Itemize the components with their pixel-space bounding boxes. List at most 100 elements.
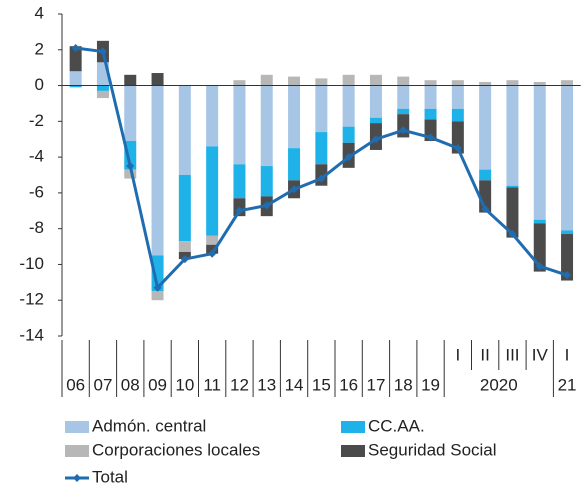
- x-group-label: 07: [93, 375, 112, 394]
- bar-segment: [151, 255, 164, 292]
- bar-segment: [369, 74, 382, 86]
- bar-segment: [533, 223, 546, 272]
- y-tick-label: -10: [19, 254, 44, 273]
- x-group-label: 08: [121, 375, 140, 394]
- bar-segment: [69, 85, 82, 88]
- bar-segment: [69, 46, 82, 72]
- bar-segment: [424, 80, 437, 86]
- total-marker: [535, 262, 544, 271]
- y-tick-label: -12: [19, 290, 44, 309]
- bar-segment: [533, 219, 546, 224]
- bar-segment: [342, 126, 355, 143]
- bar-segment: [561, 85, 574, 231]
- legend-label: Corporaciones locales: [92, 440, 260, 459]
- total-marker: [98, 47, 107, 56]
- x-group-label: 12: [230, 375, 249, 394]
- bar-segment: [260, 166, 273, 197]
- legend-label: CC.AA.: [368, 416, 425, 435]
- x-group-label: 2020: [480, 375, 518, 394]
- x-group-label: 14: [285, 375, 304, 394]
- legend-label: Total: [92, 467, 128, 486]
- bar-segment: [506, 80, 519, 86]
- x-tick-label: II: [480, 345, 489, 364]
- bar-segment: [96, 90, 109, 99]
- bar-segment: [533, 81, 546, 86]
- total-marker: [563, 271, 572, 280]
- bar-segment: [479, 85, 492, 170]
- bar-segment: [506, 185, 519, 188]
- legend-label: Admón. central: [92, 416, 206, 435]
- bar-segment: [561, 234, 574, 281]
- bar-segment: [288, 85, 301, 149]
- y-tick-label: -14: [19, 325, 44, 344]
- total-marker: [208, 249, 217, 258]
- legend-swatch: [65, 421, 89, 433]
- total-marker: [290, 185, 299, 194]
- y-tick-label: -2: [29, 111, 44, 130]
- bar-segment: [315, 78, 328, 86]
- x-tick-label: I: [455, 345, 460, 364]
- legend-label: Seguridad Social: [368, 440, 497, 459]
- total-marker: [426, 133, 435, 142]
- bar-segment: [151, 291, 164, 301]
- legend-swatch: [341, 445, 365, 457]
- x-group-label: 15: [312, 375, 331, 394]
- bar-segment: [561, 230, 574, 235]
- y-tick-label: -4: [29, 147, 44, 166]
- total-marker: [453, 144, 462, 153]
- bar-segment: [124, 85, 137, 142]
- bar-segment: [178, 241, 191, 252]
- total-marker: [508, 230, 517, 239]
- total-marker: [399, 126, 408, 135]
- x-group-label: 11: [203, 375, 221, 394]
- x-group-label: 18: [394, 375, 413, 394]
- bar-segment: [260, 74, 273, 86]
- bar-segment: [315, 132, 328, 165]
- bar-segment: [233, 85, 246, 165]
- total-marker: [126, 162, 135, 171]
- bar-segment: [206, 146, 219, 236]
- bar-segment: [561, 80, 574, 86]
- total-marker: [317, 174, 326, 183]
- x-group-label: 21: [558, 375, 577, 394]
- bar-segment: [233, 80, 246, 86]
- bar-segment: [506, 85, 519, 186]
- x-group-label: 09: [148, 375, 167, 394]
- y-tick-label: 2: [35, 39, 44, 58]
- y-tick-label: -6: [29, 182, 44, 201]
- bar-segment: [342, 74, 355, 86]
- total-marker: [481, 204, 490, 213]
- total-marker: [235, 206, 244, 215]
- legend-swatch: [341, 421, 365, 433]
- bar-segment: [451, 80, 464, 86]
- total-marker: [180, 255, 189, 264]
- bar-segment: [451, 85, 464, 109]
- total-marker: [71, 43, 80, 52]
- bar-segment: [397, 108, 410, 115]
- bar-segment: [178, 85, 191, 175]
- bar-segment: [533, 85, 546, 220]
- x-tick-label: IV: [532, 345, 549, 364]
- bar-segment: [369, 85, 382, 118]
- bar-segment: [506, 187, 519, 238]
- x-tick-label: III: [505, 345, 519, 364]
- x-group-label: 10: [175, 375, 194, 394]
- total-marker: [344, 153, 353, 162]
- bar-segment: [369, 117, 382, 124]
- bar-segment: [288, 148, 301, 181]
- bar-segment: [178, 175, 191, 242]
- total-marker: [153, 283, 162, 292]
- total-marker: [371, 135, 380, 144]
- bar-segment: [479, 169, 492, 181]
- bar-segment: [424, 108, 437, 120]
- x-group-label: 19: [421, 375, 440, 394]
- bar-segment: [479, 81, 492, 86]
- x-group-label: 06: [66, 375, 85, 394]
- y-tick-label: -8: [29, 218, 44, 237]
- bar-segment: [315, 85, 328, 133]
- bar-segment: [397, 76, 410, 86]
- bar-segment: [69, 71, 82, 86]
- bar-segment: [96, 85, 109, 91]
- x-group-label: 16: [339, 375, 358, 394]
- bar-segment: [397, 85, 410, 109]
